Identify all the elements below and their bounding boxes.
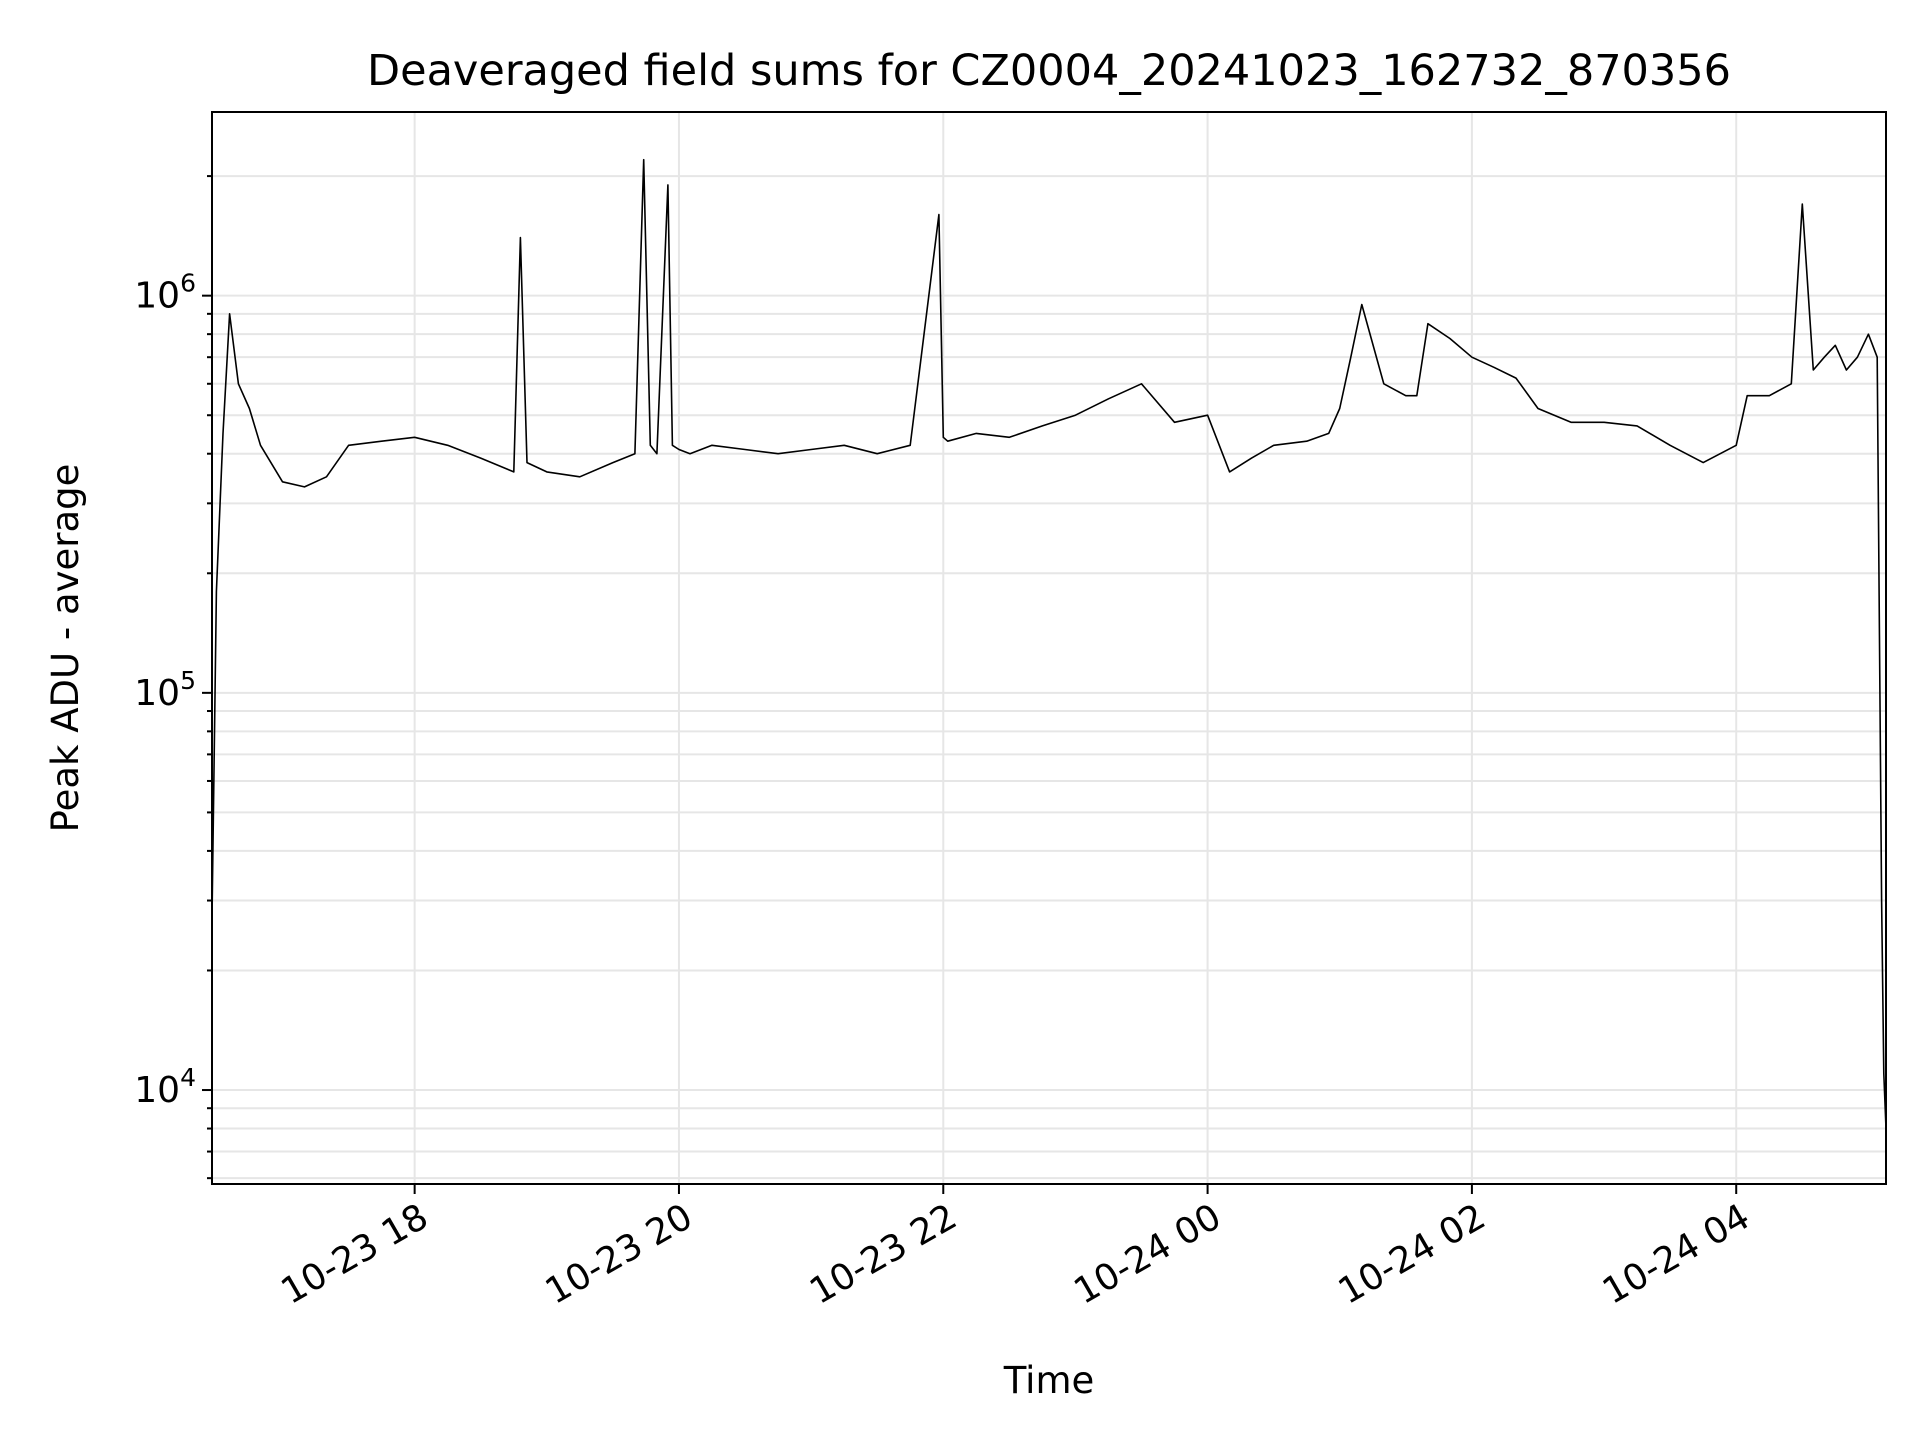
x-tick-label: 10-23 22 xyxy=(803,1196,964,1312)
series-line xyxy=(211,158,1887,1129)
x-tick-label: 10-23 18 xyxy=(274,1196,435,1312)
x-tick-label: 10-24 04 xyxy=(1596,1196,1757,1312)
y-tick-exponent: 4 xyxy=(180,1063,196,1092)
y-tick-label: 104 xyxy=(134,1063,196,1111)
series-layer xyxy=(211,158,1887,1129)
y-tick-base: 10 xyxy=(134,1070,180,1111)
x-axis-label: Time xyxy=(1003,1359,1095,1402)
y-tick-exponent: 5 xyxy=(180,666,196,695)
chart-title: Deaveraged field sums for CZ0004_2024102… xyxy=(367,46,1731,96)
y-tick-base: 10 xyxy=(134,673,180,714)
y-tick-label: 106 xyxy=(134,269,196,317)
y-tick-label: 105 xyxy=(134,666,196,714)
y-tick-exponent: 6 xyxy=(180,269,196,298)
x-tick-label: 10-24 00 xyxy=(1067,1196,1228,1312)
y-axis-label: Peak ADU - average xyxy=(44,464,87,833)
x-tick-label: 10-23 20 xyxy=(539,1196,700,1312)
x-tick-label: 10-24 02 xyxy=(1332,1196,1493,1312)
grid xyxy=(212,112,1886,1184)
x-axis: 10-23 18 10-23 20 10-23 22 10-24 00 10-24 02… xyxy=(274,1184,1757,1313)
y-tick-base: 10 xyxy=(134,276,180,317)
plot-frame xyxy=(211,111,1887,1185)
